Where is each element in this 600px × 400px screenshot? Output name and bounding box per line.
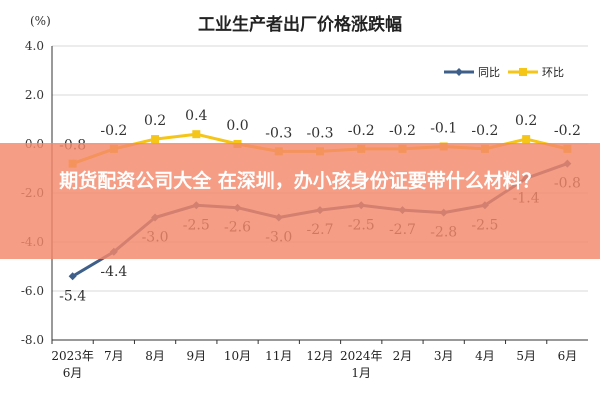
- data-point: [522, 135, 531, 144]
- legend-marker: [519, 68, 527, 76]
- x-tick-label: 7月: [104, 349, 124, 363]
- data-point: [68, 272, 77, 281]
- y-tick-label: -6.0: [21, 284, 44, 298]
- legend-label: 环比: [542, 66, 564, 79]
- x-tick-label-line: 1月: [351, 366, 371, 380]
- y-tick-label: -8.0: [21, 333, 44, 347]
- x-tick-label: 6月: [558, 349, 578, 363]
- x-tick-label-line: 6月: [63, 366, 83, 380]
- x-tick-label: 9月: [186, 349, 206, 363]
- x-tick-label: 5月: [516, 349, 536, 363]
- y-tick-label: 4.0: [25, 39, 44, 53]
- data-label: -0.1: [430, 120, 457, 136]
- data-label: -0.2: [554, 123, 581, 139]
- x-tick-label-line: 10月: [224, 349, 251, 363]
- x-tick-label-line: 12月: [306, 349, 333, 363]
- x-tick-label: 2023年 6月: [51, 349, 94, 380]
- data-label: 0.0: [226, 118, 248, 134]
- legend-label: 同比: [478, 66, 500, 79]
- data-label: -0.2: [348, 123, 375, 139]
- data-label: -0.2: [100, 123, 127, 139]
- y-axis-unit: (%): [30, 14, 51, 28]
- data-label: 0.2: [515, 113, 537, 129]
- data-label: -0.2: [389, 123, 416, 139]
- x-tick-label: 12月: [306, 349, 333, 363]
- x-tick-label-line: 9月: [186, 349, 206, 363]
- x-tick-label-line: 7月: [104, 349, 124, 363]
- x-tick-label: 4月: [475, 349, 495, 363]
- banner-text: 期货配资公司大全 在深圳，办小孩身份证要带什么材料？: [59, 170, 541, 192]
- data-label: 0.4: [185, 108, 207, 124]
- y-tick-label: 2.0: [25, 88, 44, 102]
- data-label: 0.2: [144, 113, 166, 129]
- data-point: [151, 135, 160, 144]
- x-tick-label-line: 4月: [475, 349, 495, 363]
- x-tick-label-line: 2024年: [340, 349, 383, 363]
- x-tick-label-line: 2月: [393, 349, 413, 363]
- overlay-banner: [0, 143, 600, 259]
- data-label: -0.3: [307, 125, 334, 141]
- data-label: -0.2: [471, 123, 498, 139]
- chart-title: 工业生产者出厂价格涨跌幅: [198, 15, 402, 35]
- x-tick-label: 3月: [434, 349, 454, 363]
- x-tick-label: 2024年 1月: [340, 349, 383, 380]
- x-tick-label: 10月: [224, 349, 251, 363]
- data-point: [192, 130, 201, 139]
- data-label: -5.4: [59, 288, 86, 304]
- x-tick-label-line: 5月: [516, 349, 536, 363]
- x-tick-label-line: 3月: [434, 349, 454, 363]
- x-tick-label-line: 11月: [265, 349, 292, 363]
- x-tick-label-line: 6月: [558, 349, 578, 363]
- x-tick-label: 11月: [265, 349, 292, 363]
- data-label: -0.3: [265, 125, 292, 141]
- x-tick-label: 2月: [393, 349, 413, 363]
- legend-marker: [455, 68, 463, 76]
- x-tick-label: 8月: [145, 349, 165, 363]
- x-tick-label-line: 2023年: [51, 349, 94, 363]
- data-label: -4.4: [100, 264, 127, 280]
- x-tick-label-line: 8月: [145, 349, 165, 363]
